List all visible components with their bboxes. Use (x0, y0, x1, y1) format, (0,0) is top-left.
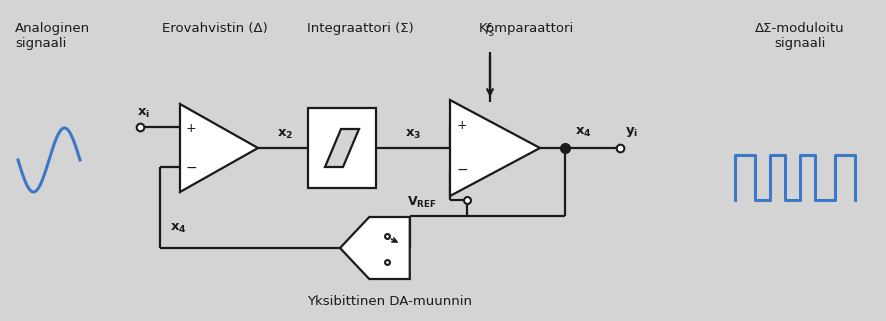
Text: $\mathbf{V_{REF}}$: $\mathbf{V_{REF}}$ (408, 195, 437, 210)
Text: $\mathbf{x_3}$: $\mathbf{x_3}$ (405, 127, 421, 141)
Text: Analoginen
signaali: Analoginen signaali (15, 22, 90, 50)
Text: −: − (186, 160, 198, 174)
Text: $\mathbf{x_4}$: $\mathbf{x_4}$ (169, 221, 186, 235)
Polygon shape (450, 100, 540, 196)
Polygon shape (325, 129, 359, 167)
Bar (308, 108, 376, 188)
Text: $\mathbf{x_4}$: $\mathbf{x_4}$ (575, 126, 591, 139)
Polygon shape (180, 104, 258, 192)
Text: Komparaattori: Komparaattori (478, 22, 573, 35)
Text: +: + (457, 119, 468, 133)
Text: $\mathbf{x_i}$: $\mathbf{x_i}$ (137, 107, 151, 119)
Text: +: + (186, 122, 197, 135)
Text: Integraattori (Σ): Integraattori (Σ) (307, 22, 414, 35)
Text: $\mathbf{x_2}$: $\mathbf{x_2}$ (276, 127, 293, 141)
Text: Erovahvistin (Δ): Erovahvistin (Δ) (162, 22, 268, 35)
Text: −: − (457, 163, 469, 177)
Polygon shape (340, 217, 409, 279)
Text: $\mathbf{y_i}$: $\mathbf{y_i}$ (626, 125, 639, 139)
Text: ΔΣ-moduloitu
signaali: ΔΣ-moduloitu signaali (755, 22, 845, 50)
Text: $f_s$: $f_s$ (484, 22, 496, 39)
Text: Yksibittinen DA-muunnin: Yksibittinen DA-muunnin (307, 295, 472, 308)
